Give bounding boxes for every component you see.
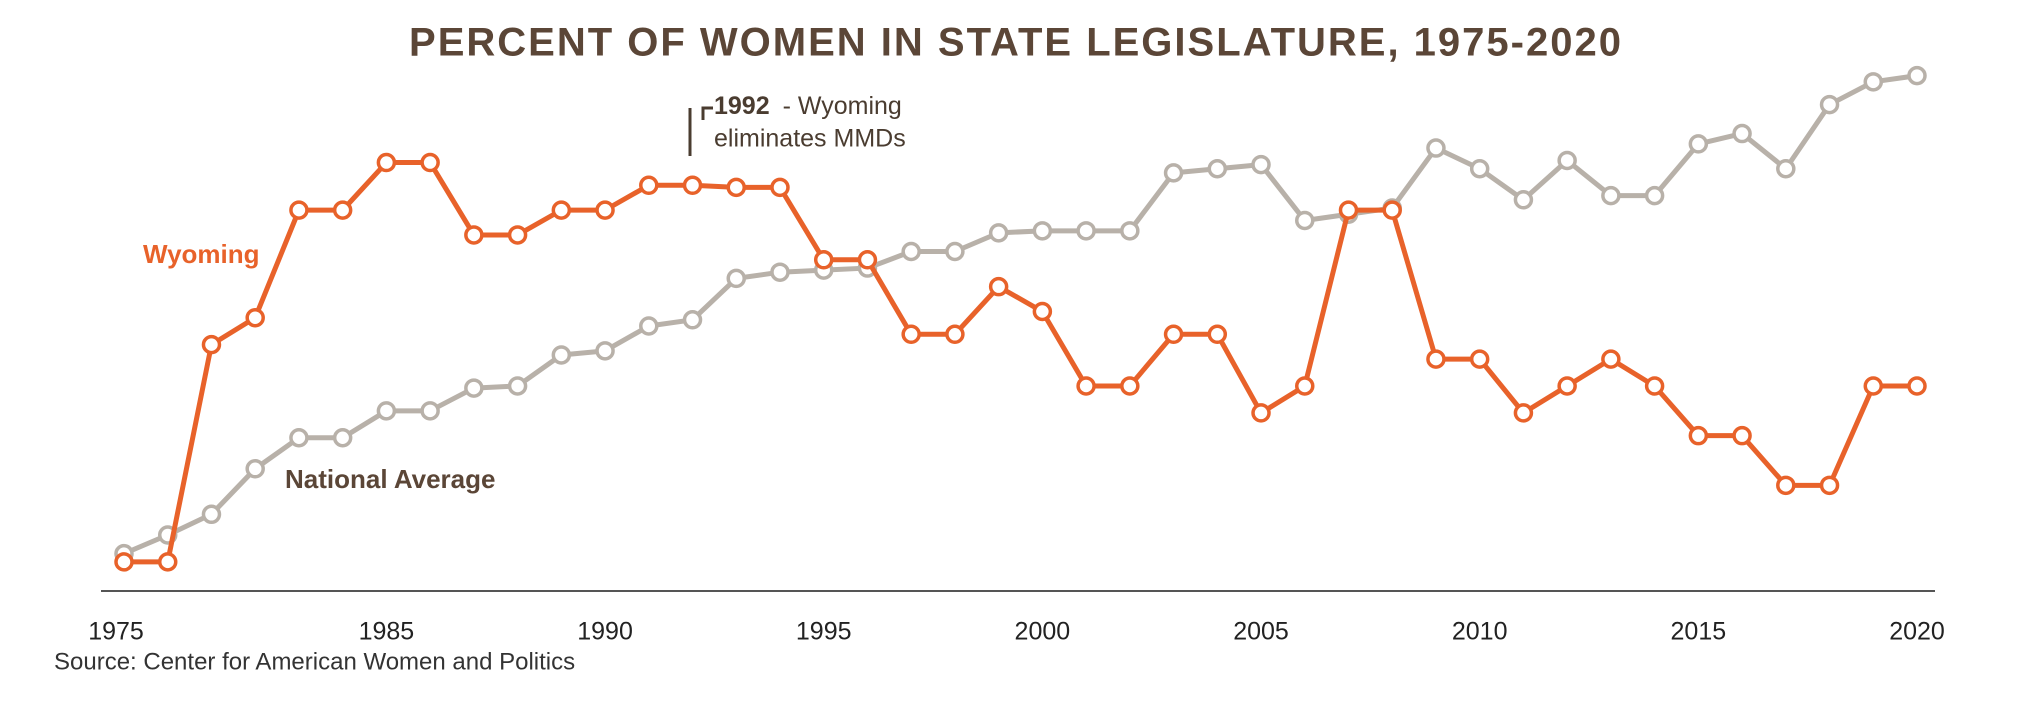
series-label: Wyoming: [143, 239, 260, 269]
series-line: [124, 160, 1917, 565]
data-point: [1426, 138, 1446, 158]
data-point: [1076, 376, 1096, 396]
data-point: [1469, 349, 1490, 369]
data-point: [857, 250, 878, 270]
data-point: [1207, 158, 1228, 179]
data-point: [1819, 475, 1840, 496]
annotation-text: eliminates MMDs: [714, 125, 906, 153]
data-point: [507, 376, 528, 396]
data-point: [901, 241, 921, 262]
data-point: [332, 427, 353, 448]
x-tick-label: 2005: [1233, 618, 1289, 646]
x-tick-label: 1990: [577, 618, 633, 646]
x-tick-label: 2000: [1015, 618, 1071, 646]
data-point: [201, 334, 222, 355]
data-point: [1076, 221, 1096, 241]
data-point: [1120, 221, 1140, 241]
data-point: [376, 152, 397, 173]
x-tick-label: 1985: [359, 618, 415, 646]
annotation-year: 1992: [714, 92, 770, 120]
data-point: [1163, 324, 1184, 345]
data-point: [726, 268, 746, 289]
data-point: [1032, 221, 1053, 241]
data-point: [945, 324, 965, 345]
data-point: [1863, 376, 1884, 396]
data-point: [901, 324, 921, 345]
data-point: [1732, 123, 1752, 144]
data-point: [1601, 185, 1621, 206]
data-point: [1513, 190, 1534, 210]
data-point: [1295, 376, 1315, 396]
data-point: [595, 200, 615, 220]
data-point: [1644, 376, 1665, 396]
data-point: [1207, 324, 1228, 345]
data-point: [1776, 475, 1796, 496]
data-point: [1032, 301, 1053, 322]
data-point: [682, 175, 703, 196]
data-point: [1295, 210, 1315, 231]
data-point: [988, 276, 1009, 297]
data-point: [988, 223, 1009, 243]
data-point: [1251, 403, 1271, 423]
data-point: [507, 225, 528, 245]
data-point: [551, 200, 572, 220]
x-tick-label: 1995: [796, 618, 852, 646]
data-point: [945, 241, 965, 262]
source-note: Source: Center for American Women and Po…: [54, 648, 575, 675]
data-point: [114, 552, 134, 572]
annotation: 1992 - Wyoming: [714, 92, 902, 120]
data-point: [420, 152, 440, 173]
data-point: [289, 427, 309, 448]
data-point: [1863, 72, 1884, 92]
data-point: [1776, 158, 1796, 179]
series-label: National Average: [285, 464, 495, 494]
data-point: [1601, 349, 1621, 369]
data-point: [245, 459, 265, 479]
data-point: [289, 200, 309, 220]
data-point: [639, 316, 659, 336]
data-point: [770, 177, 790, 198]
data-point: [595, 341, 615, 361]
data-point: [1426, 349, 1446, 369]
data-point: [1120, 376, 1140, 396]
data-point: [726, 177, 746, 198]
data-point: [157, 552, 178, 572]
data-point: [1688, 425, 1709, 446]
data-point: [1557, 150, 1577, 171]
x-tick-label: 2010: [1452, 618, 1508, 646]
data-point: [420, 401, 440, 421]
annotation-bracket: [688, 106, 713, 156]
data-point: [1907, 376, 1927, 396]
data-point: [1557, 376, 1577, 396]
data-point: [1907, 65, 1927, 86]
data-point: [1513, 403, 1534, 423]
data-point: [201, 504, 222, 525]
data-point: [770, 262, 790, 282]
data-point: [551, 345, 572, 365]
x-tick-label: 2015: [1671, 618, 1727, 646]
data-point: [1688, 134, 1709, 154]
data-point: [639, 175, 659, 196]
data-point: [682, 310, 703, 330]
x-tick-label: 1975: [88, 618, 144, 646]
data-point: [464, 225, 484, 245]
data-point: [376, 401, 397, 421]
data-point: [1644, 185, 1665, 206]
x-tick-label: 2020: [1889, 618, 1945, 646]
data-point: [1819, 94, 1840, 115]
annotation-text: - Wyoming: [783, 92, 902, 120]
data-point: [1338, 200, 1359, 220]
data-point: [1163, 163, 1184, 183]
data-point: [245, 307, 265, 328]
data-point: [1251, 154, 1271, 175]
data-point: [1382, 200, 1402, 220]
data-point: [464, 378, 484, 398]
data-point: [332, 200, 353, 220]
chart-title: PERCENT OF WOMEN IN STATE LEGISLATURE, 1…: [409, 21, 1623, 65]
data-point: [1732, 425, 1752, 446]
data-point: [1469, 158, 1490, 179]
data-point: [813, 250, 834, 270]
